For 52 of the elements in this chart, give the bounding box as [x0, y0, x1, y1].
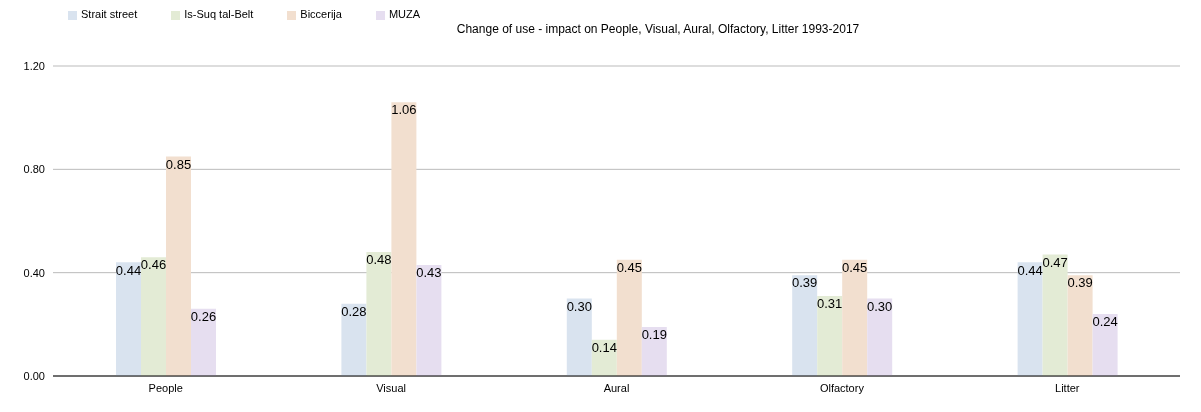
data-label: 0.28: [341, 303, 367, 319]
data-label: 0.44: [115, 262, 142, 278]
data-label: 0.46: [140, 257, 167, 273]
data-label: 0.45: [616, 259, 642, 275]
data-label: 1.06: [391, 102, 417, 118]
legend-label: Strait street: [81, 8, 138, 20]
data-label: 0.31: [817, 296, 843, 312]
bar: [416, 264, 442, 376]
data-label: 0.45: [842, 259, 868, 275]
bar: [566, 298, 592, 376]
data-label: 0.19: [641, 327, 667, 343]
legend-label: Is-Suq tal-Belt: [184, 8, 254, 20]
data-label: 0.30: [566, 298, 592, 314]
data-label: 0.39: [1067, 275, 1093, 291]
data-label: 0.48: [366, 252, 392, 268]
x-tick-label: Visual: [376, 381, 406, 394]
bar: [191, 308, 216, 376]
data-label: 0.24: [1092, 314, 1118, 330]
data-label: 0.14: [591, 340, 617, 356]
bar: [1092, 314, 1118, 376]
y-tick-label: 0.00: [23, 369, 45, 382]
bar: [1042, 254, 1068, 376]
bar: [166, 156, 191, 376]
y-tick-label: 0.40: [23, 266, 45, 279]
y-tick-label: 0.80: [23, 163, 45, 176]
data-label: 0.85: [165, 156, 192, 172]
y-tick-label: 1.20: [23, 59, 45, 72]
bar: [1067, 275, 1093, 376]
data-label: 0.30: [867, 298, 893, 314]
bar: [366, 252, 392, 376]
bar: [116, 262, 141, 376]
bar: [867, 298, 893, 376]
data-label: 0.47: [1042, 254, 1068, 270]
bar: [616, 259, 642, 376]
x-tick-label: People: [148, 381, 183, 394]
chart-title: Change of use - impact on People, Visual, Aural, Olfactory, Litter 1993-2017: [455, 22, 861, 36]
data-label: 0.43: [416, 265, 442, 281]
legend-label: Biccerija: [300, 8, 342, 20]
bar: [341, 303, 367, 376]
bar: [817, 295, 843, 376]
bar: [842, 259, 868, 376]
bar: [1017, 262, 1043, 376]
data-label: 0.39: [792, 275, 818, 291]
legend-label: MUZA: [388, 8, 421, 20]
data-label: 0.44: [1017, 262, 1043, 278]
x-tick-label: Olfactory: [819, 381, 865, 394]
bar: [792, 275, 818, 376]
bar: [391, 102, 417, 376]
data-label: 0.26: [190, 309, 217, 325]
x-tick-label: Aural: [603, 381, 630, 394]
x-tick-label: Litter: [1055, 381, 1080, 394]
bar: [141, 257, 166, 376]
